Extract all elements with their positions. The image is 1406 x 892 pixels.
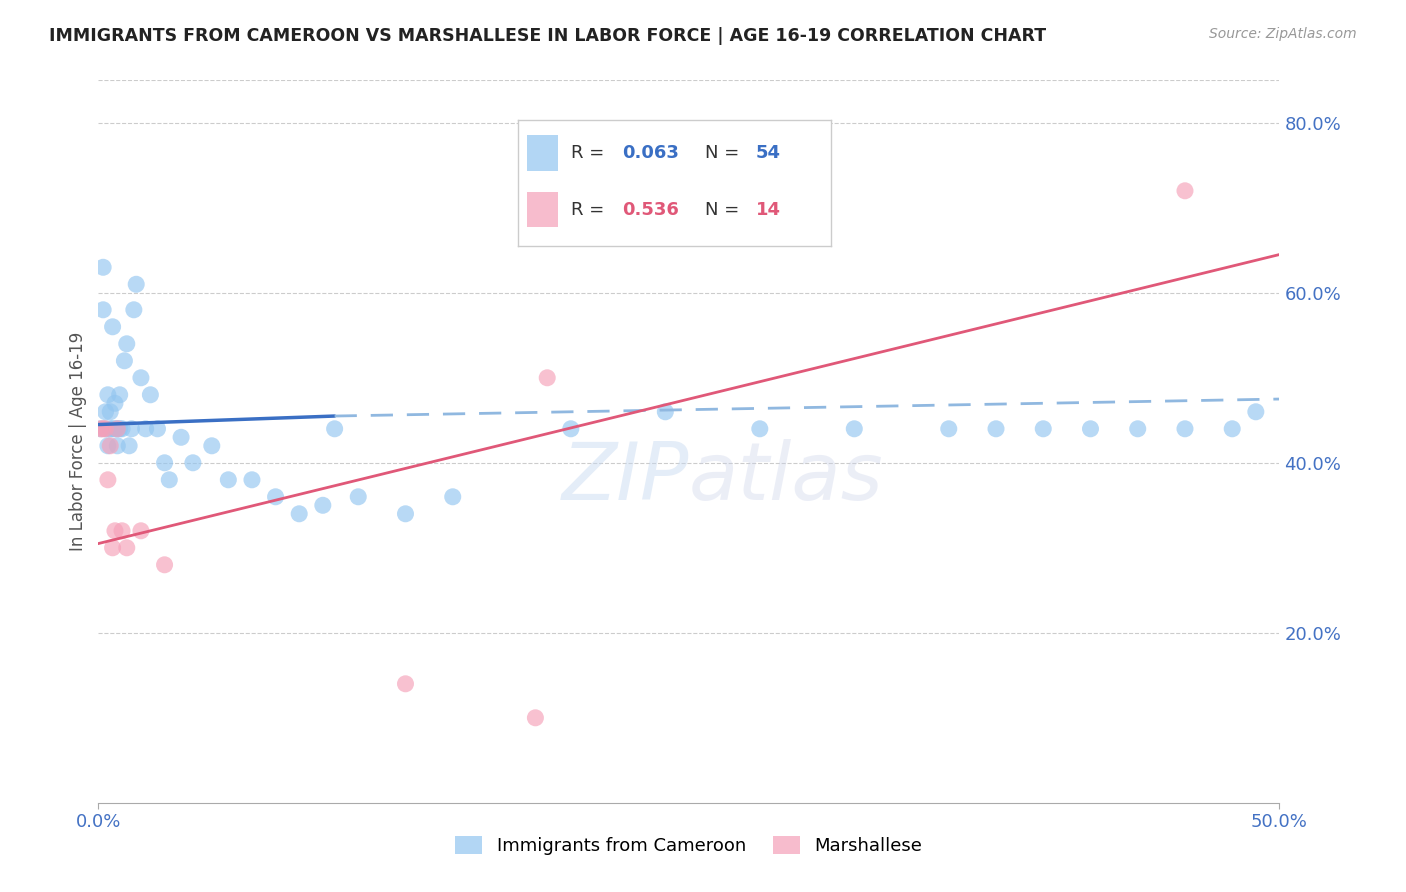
Legend: Immigrants from Cameroon, Marshallese: Immigrants from Cameroon, Marshallese	[449, 829, 929, 863]
Point	[844, 422, 866, 436]
Point	[536, 371, 558, 385]
Text: Source: ZipAtlas.com: Source: ZipAtlas.com	[1209, 27, 1357, 41]
Point	[104, 422, 127, 436]
Point	[394, 677, 416, 691]
Point	[111, 422, 134, 436]
Point	[101, 319, 124, 334]
Point	[115, 336, 138, 351]
Point	[91, 422, 114, 436]
Point	[91, 260, 114, 275]
Point	[122, 302, 145, 317]
Point	[98, 405, 121, 419]
Point	[654, 405, 676, 419]
Point	[104, 396, 127, 410]
Y-axis label: In Labor Force | Age 16-19: In Labor Force | Age 16-19	[69, 332, 87, 551]
Point	[90, 422, 112, 436]
Point	[111, 524, 134, 538]
Point	[98, 439, 121, 453]
Point	[560, 422, 582, 436]
Point	[153, 558, 176, 572]
Point	[98, 422, 121, 436]
Point	[105, 422, 128, 436]
Point	[323, 422, 346, 436]
Point	[394, 507, 416, 521]
Point	[201, 439, 224, 453]
Point	[97, 388, 120, 402]
Point	[135, 422, 157, 436]
Point	[288, 507, 311, 521]
Point	[129, 524, 152, 538]
Point	[441, 490, 464, 504]
Point	[118, 439, 141, 453]
Point	[748, 422, 770, 436]
Point	[1244, 405, 1267, 419]
Point	[1174, 184, 1197, 198]
Point	[121, 422, 143, 436]
Point	[312, 498, 335, 512]
Point	[97, 439, 120, 453]
Point	[217, 473, 239, 487]
Point	[938, 422, 960, 436]
Point	[101, 422, 124, 436]
Point	[94, 422, 117, 436]
Point	[105, 422, 128, 436]
Point	[1080, 422, 1102, 436]
Point	[139, 388, 162, 402]
Point	[181, 456, 204, 470]
Point	[240, 473, 263, 487]
Point	[94, 422, 117, 436]
Point	[90, 422, 112, 436]
Point	[524, 711, 547, 725]
Point	[108, 388, 131, 402]
Point	[157, 473, 180, 487]
Point	[129, 371, 152, 385]
Point	[146, 422, 169, 436]
Point	[101, 541, 124, 555]
Point	[125, 277, 148, 292]
Point	[112, 353, 135, 368]
Point	[1126, 422, 1149, 436]
Point	[984, 422, 1007, 436]
Point	[170, 430, 193, 444]
Point	[94, 405, 117, 419]
Point	[153, 456, 176, 470]
Point	[108, 422, 131, 436]
Point	[105, 439, 128, 453]
Point	[97, 473, 120, 487]
Point	[264, 490, 287, 504]
Point	[115, 541, 138, 555]
Text: atlas: atlas	[689, 439, 884, 516]
Text: ZIP: ZIP	[561, 439, 689, 516]
Text: IMMIGRANTS FROM CAMEROON VS MARSHALLESE IN LABOR FORCE | AGE 16-19 CORRELATION C: IMMIGRANTS FROM CAMEROON VS MARSHALLESE …	[49, 27, 1046, 45]
Point	[1220, 422, 1243, 436]
Point	[1174, 422, 1197, 436]
Point	[347, 490, 370, 504]
Point	[91, 302, 114, 317]
Point	[1032, 422, 1054, 436]
Point	[104, 524, 127, 538]
